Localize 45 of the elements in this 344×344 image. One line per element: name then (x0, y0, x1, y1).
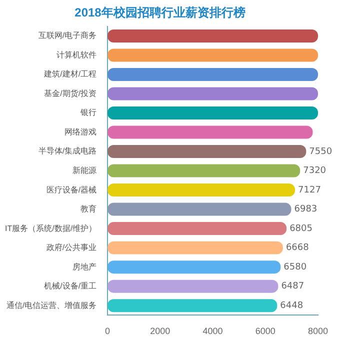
bar (108, 280, 278, 293)
data-label: 7127 (298, 185, 321, 196)
y-tick-label: IT服务（系统/数据/维护） (4, 224, 97, 233)
y-tick-label: 新能源 (72, 166, 97, 176)
x-tick-label: 8000 (308, 326, 328, 336)
data-label: 6983 (294, 204, 318, 215)
bar (108, 222, 287, 236)
data-label: 7320 (303, 166, 326, 176)
x-tick-label: 2000 (150, 326, 170, 336)
bar (108, 184, 296, 197)
x-tick-label: 6000 (255, 326, 276, 336)
bar (108, 106, 318, 120)
bar (108, 48, 318, 62)
data-label: 6448 (280, 300, 304, 311)
data-label: 7550 (309, 146, 332, 157)
y-tick-label: 医疗设备/器械 (46, 185, 97, 194)
y-tick-label: 基金/期货/投资 (44, 88, 97, 98)
bar (108, 299, 278, 312)
bar (108, 30, 318, 43)
bar (108, 68, 318, 82)
bar (108, 164, 300, 178)
bar (108, 241, 283, 254)
bar (108, 145, 306, 158)
y-tick-label: 机械/设备/重工 (44, 282, 97, 291)
y-tick-label: 建筑/建材/工程 (43, 70, 97, 79)
data-label: 6668 (286, 243, 310, 254)
bar (108, 126, 313, 139)
bar (108, 87, 318, 100)
data-label: 6487 (281, 282, 304, 292)
chart-title: 2018年校园招聘行业薪资排行榜 (74, 6, 246, 20)
x-tick-label: 0 (105, 326, 110, 336)
data-label: 6580 (284, 262, 307, 272)
y-tick-label: 计算机软件 (56, 50, 97, 60)
bar (108, 202, 292, 216)
x-tick-label: 4000 (202, 326, 223, 336)
data-label: 6805 (290, 224, 312, 234)
y-tick-label: 教育 (80, 204, 97, 214)
y-tick-label: 半导体/集成电路 (38, 146, 97, 156)
bar (108, 260, 281, 274)
y-tick-label: 通信/电信运营、增值服务 (6, 300, 97, 310)
y-tick-label: 网络游戏 (64, 127, 97, 136)
y-tick-label: 银行 (80, 108, 97, 118)
y-tick-label: 政府/公共事业 (46, 243, 97, 252)
y-tick-label: 互联网/电子商务 (38, 31, 97, 40)
y-tick-label: 房地产 (72, 262, 97, 272)
